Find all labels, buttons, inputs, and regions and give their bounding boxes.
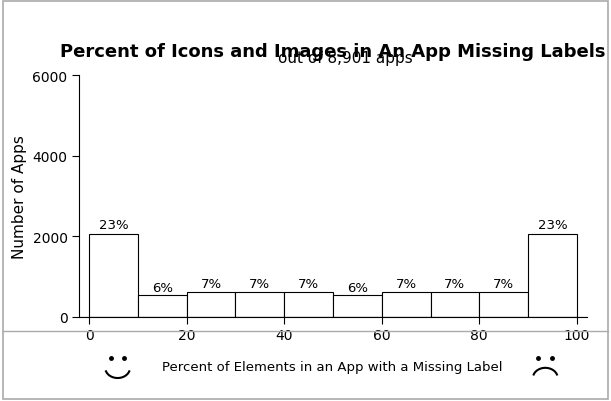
Text: 6%: 6%: [347, 281, 368, 294]
Bar: [284, 292, 333, 317]
Text: 7%: 7%: [395, 277, 417, 291]
Bar: [479, 292, 528, 317]
Text: 7%: 7%: [249, 277, 271, 291]
Text: 6%: 6%: [152, 281, 173, 294]
Text: 7%: 7%: [444, 277, 466, 291]
Text: out of 8,901 apps: out of 8,901 apps: [278, 51, 412, 66]
Text: Percent of Elements in an App with a Missing Label: Percent of Elements in an App with a Mis…: [162, 360, 502, 373]
Text: 7%: 7%: [493, 277, 514, 291]
Bar: [235, 292, 284, 317]
Bar: [187, 292, 235, 317]
Bar: [333, 296, 382, 317]
Text: 23%: 23%: [99, 218, 128, 231]
Text: 7%: 7%: [298, 277, 319, 291]
Bar: [138, 296, 187, 317]
Bar: [89, 235, 138, 317]
Bar: [382, 292, 431, 317]
Bar: [528, 235, 577, 317]
Text: 23%: 23%: [538, 218, 567, 231]
Bar: [431, 292, 479, 317]
Y-axis label: Number of Apps: Number of Apps: [12, 135, 27, 258]
Text: 7%: 7%: [200, 277, 222, 291]
Title: Percent of Icons and Images in An App Missing Labels: Percent of Icons and Images in An App Mi…: [60, 43, 606, 61]
